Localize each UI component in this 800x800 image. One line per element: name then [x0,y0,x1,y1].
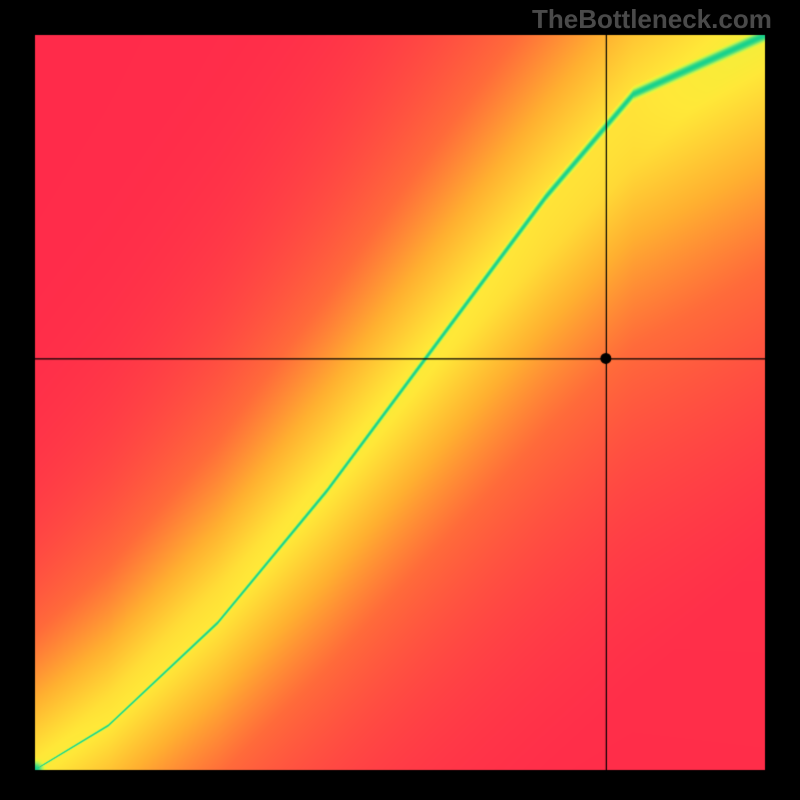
watermark-text: TheBottleneck.com [532,4,772,35]
bottleneck-heatmap [0,0,800,800]
chart-container: TheBottleneck.com [0,0,800,800]
